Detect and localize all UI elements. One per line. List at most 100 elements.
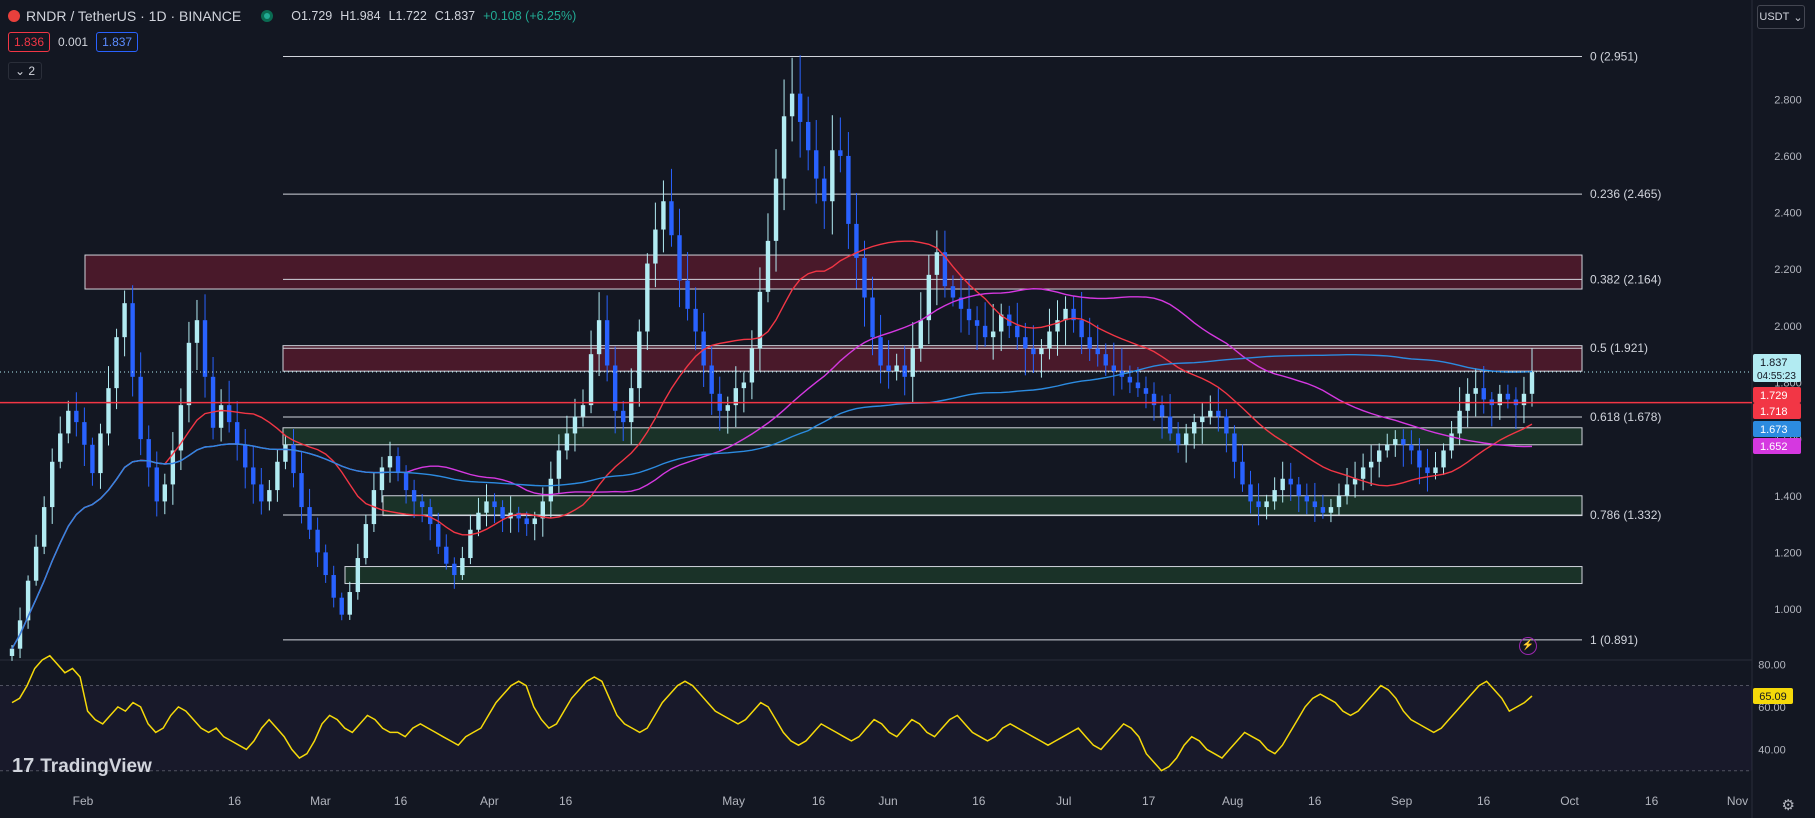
candle-body <box>283 444 288 462</box>
settings-gear-icon[interactable]: ⚙ <box>1781 797 1795 814</box>
sell-price-button[interactable]: 1.836 <box>8 32 51 52</box>
candle-body <box>1457 410 1462 434</box>
candle-body <box>805 121 811 151</box>
candle-body <box>661 201 666 230</box>
lightning-icon[interactable]: ⚡ <box>1519 637 1537 655</box>
candle-body <box>468 529 473 559</box>
support-zone <box>282 427 1583 446</box>
fib-level-label: 0.618 (1.678) <box>1590 410 1661 424</box>
candle-body <box>1248 484 1253 502</box>
candle-body <box>347 592 352 615</box>
candle-body <box>41 507 47 547</box>
candle-body <box>693 308 698 332</box>
candle-body <box>1264 501 1269 508</box>
candle-body <box>1216 410 1221 417</box>
candle-body <box>612 365 618 411</box>
candle-body <box>942 252 948 287</box>
time-tick-label: Feb <box>73 794 94 808</box>
candle-body <box>291 444 296 474</box>
candle-body <box>797 93 803 122</box>
candle-body <box>1047 331 1052 349</box>
candle-body <box>74 410 79 423</box>
candle-body <box>395 456 401 474</box>
candle-body <box>862 257 867 298</box>
candle-body <box>1143 388 1149 394</box>
candle-body <box>379 467 385 491</box>
candle-body <box>645 263 650 332</box>
rndr-logo-icon <box>8 10 20 22</box>
candle-body <box>452 563 457 576</box>
candle-body <box>733 388 739 406</box>
tradingview-logo[interactable]: 17 TradingView <box>12 755 152 778</box>
high-value: H1.984 <box>340 9 381 23</box>
candle-body <box>1175 433 1181 445</box>
candle-body <box>1505 393 1511 400</box>
candle-body <box>259 484 264 502</box>
candle-body <box>299 473 304 508</box>
rsi-line <box>11 654 1533 772</box>
candle-body <box>154 467 159 502</box>
time-tick-label: Aug <box>1222 794 1243 808</box>
time-tick-label: 16 <box>228 794 242 808</box>
rsi-band-fill <box>0 685 1752 771</box>
candle-body <box>1023 337 1028 349</box>
candle-body <box>741 382 747 389</box>
currency-label: USDT <box>1759 11 1790 23</box>
candle-body <box>1288 478 1293 485</box>
candle-body <box>202 320 208 377</box>
market-status-icon[interactable] <box>261 10 274 22</box>
candle-body <box>934 252 940 275</box>
candle-body <box>444 546 449 564</box>
brand-name: TradingView <box>40 755 152 777</box>
candle-body <box>1071 308 1076 321</box>
candle-body <box>25 580 31 621</box>
time-tick-label: Jul <box>1056 794 1071 808</box>
support-zone <box>382 495 1583 517</box>
indicators-toggle-button[interactable]: ⌄ 2 <box>8 62 43 80</box>
candle-body <box>1240 461 1245 485</box>
buy-price-button[interactable]: 1.837 <box>96 32 139 52</box>
candle-body <box>1039 348 1044 355</box>
candle-body <box>701 331 706 366</box>
candle-body <box>403 473 409 491</box>
candle-body <box>870 297 875 338</box>
candle-body <box>1320 507 1326 513</box>
candle-body <box>1031 348 1036 355</box>
time-tick-label: 17 <box>1142 794 1156 808</box>
candle-body <box>1200 416 1205 423</box>
candle-body <box>162 484 168 502</box>
candle-body <box>1272 490 1277 502</box>
candle-body <box>637 331 642 389</box>
candle-body <box>709 365 714 394</box>
candle-body <box>1473 388 1478 394</box>
symbol-header[interactable]: RNDR / TetherUS · 1D · BINANCE O1.729 H1… <box>8 8 576 24</box>
candle-body <box>1167 416 1173 434</box>
candle-body <box>1296 484 1301 496</box>
resistance-zone <box>282 345 1583 372</box>
time-tick-label: 16 <box>1308 794 1322 808</box>
candle-body <box>1135 382 1141 389</box>
candle-body <box>1232 433 1237 462</box>
candle-body <box>1183 433 1189 445</box>
candle-body <box>1409 444 1414 451</box>
candle-body <box>1304 495 1310 502</box>
candle-body <box>1425 467 1430 474</box>
symbol-title[interactable]: RNDR / TetherUS · 1D · BINANCE <box>26 8 242 24</box>
price-tick-label: 2.600 <box>1774 151 1802 163</box>
price-tick-label: 1.400 <box>1774 491 1802 503</box>
price-tick-label: 2.400 <box>1774 208 1802 220</box>
time-tick-label: Apr <box>480 794 499 808</box>
time-tick-label: 16 <box>559 794 573 808</box>
candle-body <box>653 229 658 264</box>
candle-body <box>789 93 795 117</box>
resistance-zone <box>84 254 1583 290</box>
currency-select[interactable]: USDT ⌄ <box>1757 5 1805 29</box>
candle-body <box>1312 501 1318 508</box>
time-tick-label: 16 <box>972 794 986 808</box>
candle-body <box>315 529 320 553</box>
candle-body <box>1095 348 1100 355</box>
candle-body <box>58 433 63 462</box>
candle-body <box>781 116 787 179</box>
rsi-value-text: 65.09 <box>1759 691 1787 703</box>
